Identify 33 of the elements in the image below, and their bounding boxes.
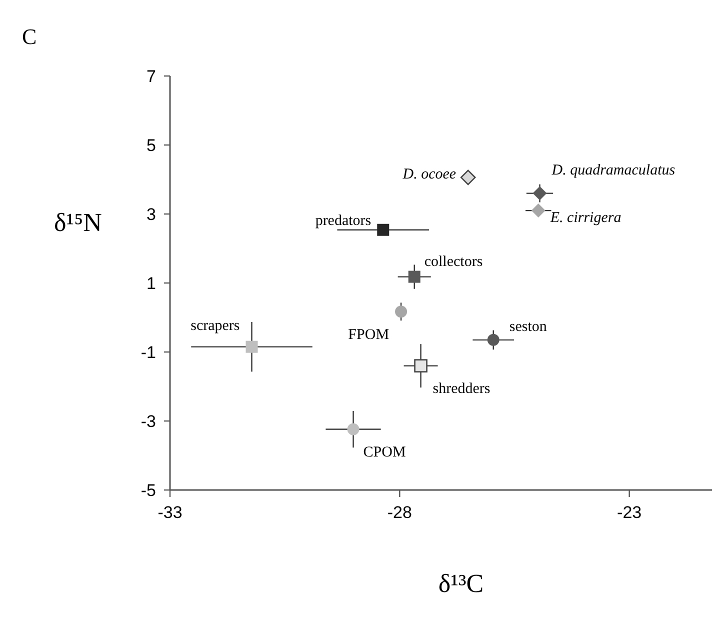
- point: [395, 306, 408, 318]
- point: [487, 334, 500, 346]
- x-tick-label: -23: [617, 503, 642, 522]
- y-tick-label: -1: [140, 342, 156, 362]
- series-label: predators: [315, 213, 372, 230]
- y-tick-label: -3: [140, 412, 156, 431]
- point: [414, 359, 428, 372]
- point: [377, 224, 390, 236]
- y-tick-label: 7: [146, 66, 156, 86]
- y-tick-label: 1: [146, 274, 156, 293]
- series-label: collectors: [424, 254, 483, 270]
- y-axis-title: δ¹⁵N: [54, 208, 102, 237]
- point: [532, 186, 547, 200]
- x-tick-label: -33: [158, 503, 182, 522]
- y-tick-label: 5: [146, 136, 156, 155]
- point: [531, 204, 546, 218]
- x-tick-label: -28: [387, 503, 412, 522]
- y-tick-label: -5: [140, 480, 156, 500]
- series-label: CPOM: [363, 444, 406, 461]
- y-tick-label: 3: [146, 204, 156, 224]
- point: [347, 423, 360, 436]
- series-label: D. ocoee: [402, 166, 456, 183]
- series-label: shredders: [432, 381, 490, 398]
- point: [408, 270, 420, 283]
- text: C: [22, 24, 37, 49]
- series-label: D. quadramaculatus: [550, 162, 676, 179]
- x-axis-title: δ¹³C: [438, 569, 484, 598]
- series-label: seston: [509, 319, 548, 336]
- point: [460, 170, 476, 186]
- point: [246, 340, 258, 353]
- series-label: FPOM: [348, 326, 390, 343]
- series-label: scrapers: [190, 318, 240, 334]
- series-label: E. cirrigera: [549, 210, 622, 226]
